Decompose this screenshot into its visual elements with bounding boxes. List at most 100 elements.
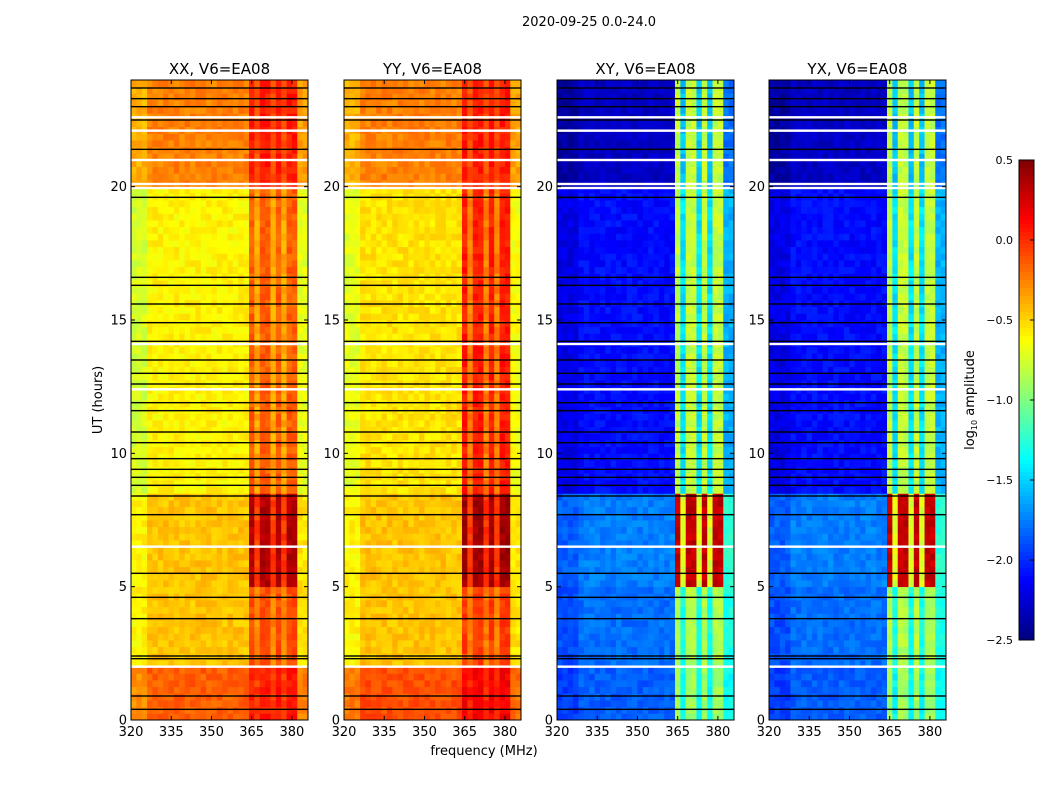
heatmap-cell	[276, 173, 282, 180]
heatmap-cell	[260, 220, 266, 227]
heatmap-cell	[371, 487, 377, 494]
heatmap-cell	[249, 440, 255, 447]
heatmap-cell	[467, 527, 473, 534]
heatmap-cell	[265, 420, 271, 427]
heatmap-cell	[489, 520, 495, 527]
heatmap-cell	[265, 373, 271, 380]
heatmap-cell	[206, 147, 212, 154]
heatmap-cell	[152, 293, 158, 300]
heatmap-cell	[414, 620, 420, 627]
heatmap-cell	[387, 600, 393, 607]
heatmap-cell	[136, 140, 142, 147]
heatmap-cell	[392, 673, 398, 680]
heatmap-cell	[233, 200, 239, 207]
heatmap-cell	[489, 713, 495, 720]
heatmap-cell	[494, 713, 500, 720]
heatmap-cell	[169, 700, 175, 707]
heatmap-cell	[398, 587, 404, 594]
heatmap-cell	[265, 227, 271, 234]
x-tick-label: 350	[199, 725, 224, 740]
heatmap-cell	[500, 467, 506, 474]
heatmap-cell	[195, 413, 201, 420]
heatmap-cell	[281, 133, 287, 140]
heatmap-cell	[211, 107, 217, 114]
heatmap-cell	[185, 233, 191, 240]
heatmap-cell	[190, 553, 196, 560]
heatmap-cell	[265, 447, 271, 454]
heatmap-cell	[142, 413, 148, 420]
heatmap-cell	[190, 687, 196, 694]
heatmap-cell	[344, 560, 350, 567]
heatmap-cell	[211, 173, 217, 180]
heatmap-cell	[489, 393, 495, 400]
heatmap-cell	[494, 493, 500, 500]
heatmap-cell	[392, 520, 398, 527]
heatmap-cell	[158, 207, 164, 214]
heatmap-cell	[408, 680, 414, 687]
heatmap-cell	[270, 313, 276, 320]
heatmap-cell	[222, 493, 228, 500]
y-tick-label: 5	[119, 580, 127, 595]
heatmap-cell	[185, 200, 191, 207]
heatmap-cell	[158, 573, 164, 580]
heatmap-cell	[483, 673, 489, 680]
heatmap-cell	[392, 413, 398, 420]
heatmap-cell	[217, 580, 223, 587]
heatmap-cell	[211, 267, 217, 274]
heatmap-cell	[174, 607, 180, 614]
heatmap-cell	[478, 400, 484, 407]
heatmap-cell	[446, 693, 452, 700]
heatmap-cell	[228, 240, 234, 247]
heatmap-cell	[382, 647, 388, 654]
heatmap-cell	[419, 413, 425, 420]
heatmap-cell	[179, 313, 185, 320]
heatmap-cell	[206, 373, 212, 380]
heatmap-cell	[287, 640, 293, 647]
heatmap-cell	[398, 393, 404, 400]
heatmap-cell	[505, 533, 511, 540]
heatmap-cell	[217, 140, 223, 147]
heatmap-cell	[281, 627, 287, 634]
heatmap-cell	[360, 507, 366, 514]
heatmap-cell	[349, 707, 355, 714]
heatmap-cell	[270, 600, 276, 607]
heatmap-cell	[489, 440, 495, 447]
heatmap-cell	[179, 373, 185, 380]
heatmap-cell	[382, 693, 388, 700]
heatmap-cell	[281, 647, 287, 654]
heatmap-cell	[382, 633, 388, 640]
heatmap-cell	[457, 573, 463, 580]
heatmap-cell	[355, 620, 361, 627]
heatmap-cell	[376, 713, 382, 720]
heatmap-cell	[292, 487, 298, 494]
heatmap-cell	[147, 107, 153, 114]
heatmap-cell	[152, 713, 158, 720]
heatmap-cell	[403, 553, 409, 560]
heatmap-cell	[190, 200, 196, 207]
heatmap-cell	[233, 673, 239, 680]
heatmap-cell	[483, 580, 489, 587]
heatmap-cell	[398, 700, 404, 707]
heatmap-cell	[249, 580, 255, 587]
heatmap-cell	[206, 247, 212, 254]
heatmap-cell	[489, 620, 495, 627]
heatmap-cell	[344, 687, 350, 694]
heatmap-cell	[500, 693, 506, 700]
heatmap-cell	[457, 500, 463, 507]
heatmap-cell	[201, 200, 207, 207]
heatmap-cell	[244, 373, 250, 380]
heatmap-cell	[228, 233, 234, 240]
heatmap-cell	[244, 267, 250, 274]
heatmap-cell	[158, 333, 164, 340]
heatmap-cell	[355, 533, 361, 540]
heatmap-cell	[435, 700, 441, 707]
heatmap-cell	[233, 467, 239, 474]
heatmap-cell	[201, 220, 207, 227]
heatmap-cell	[344, 467, 350, 474]
heatmap-cell	[244, 147, 250, 154]
heatmap-cell	[457, 673, 463, 680]
heatmap-cell	[206, 633, 212, 640]
heatmap-cell	[424, 500, 430, 507]
heatmap-cell	[217, 80, 223, 87]
heatmap-cell	[233, 500, 239, 507]
